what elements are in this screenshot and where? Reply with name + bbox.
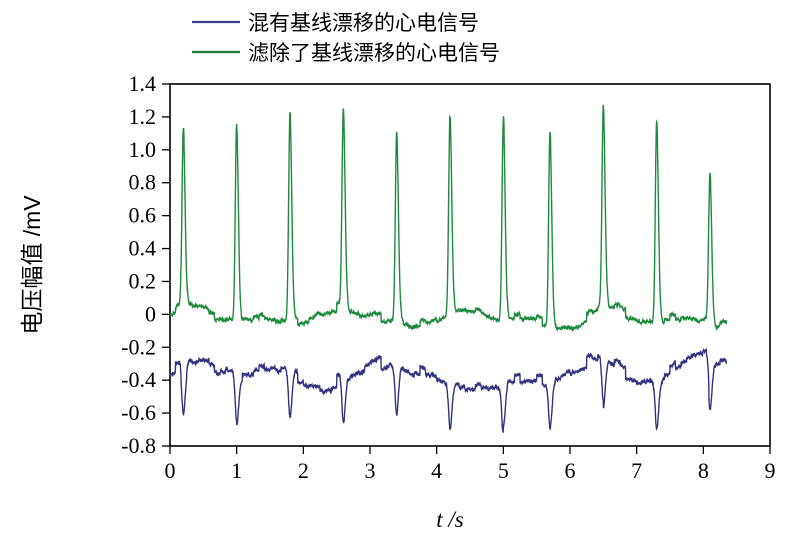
chart-container: 混有基线漂移的心电信号 滤除了基线漂移的心电信号 -0.8 -0.6 -0.4 -0.… [0, 0, 791, 557]
chart-svg: 混有基线漂移的心电信号 滤除了基线漂移的心电信号 -0.8 -0.6 -0.4 -0.… [0, 0, 791, 557]
x-tick-label-2: 2 [298, 458, 309, 483]
x-tick-label-9: 9 [765, 458, 776, 483]
x-tick-label-8: 8 [698, 458, 709, 483]
x-axis-title: t /s [436, 507, 464, 532]
y-tick-label--0.8: -0.8 [121, 433, 156, 458]
y-tick-label-0.2: 0.2 [129, 268, 157, 293]
y-axis-title: 电压幅值 /mV [19, 195, 45, 335]
y-tick-label-1.4: 1.4 [129, 71, 157, 96]
x-tick-label-5: 5 [498, 458, 509, 483]
y-tick-label-0.4: 0.4 [129, 236, 157, 261]
y-tick-label-1: 1.0 [129, 137, 157, 162]
x-tick-label-1: 1 [231, 458, 242, 483]
y-tick-label--0.6: -0.6 [121, 400, 156, 425]
x-tick-label-6: 6 [565, 458, 576, 483]
x-tick-label-0: 0 [165, 458, 176, 483]
y-tick-label-0.8: 0.8 [129, 170, 157, 195]
x-tick-label-3: 3 [365, 458, 376, 483]
x-tick-label-4: 4 [431, 458, 442, 483]
y-tick-label-1.2: 1.2 [129, 104, 157, 129]
y-tick-label-0: 0 [145, 301, 156, 326]
legend-label-raw-ecg: 混有基线漂移的心电信号 [248, 12, 479, 35]
x-tick-label-7: 7 [631, 458, 642, 483]
legend-label-filtered-ecg: 滤除了基线漂移的心电信号 [248, 42, 500, 65]
y-tick-label--0.4: -0.4 [121, 367, 156, 392]
y-tick-label-0.6: 0.6 [129, 203, 157, 228]
y-tick-label--0.2: -0.2 [121, 334, 156, 359]
